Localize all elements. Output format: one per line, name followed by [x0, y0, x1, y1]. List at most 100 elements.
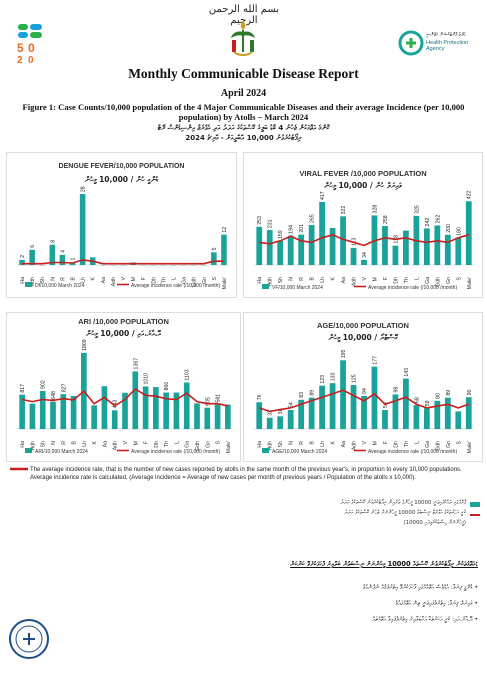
legend-bar-label: ARI/10,000 March 2024 — [35, 449, 88, 455]
campaign-logo: 5 0 2 0 — [17, 24, 42, 64]
data-label: 68 — [414, 397, 420, 403]
bar — [298, 399, 305, 429]
bar — [340, 360, 346, 429]
bar — [434, 225, 441, 265]
data-label: 201 — [299, 224, 305, 233]
tick-label: V — [362, 276, 368, 280]
bullet-item: ޑެންގީ ފިޔަވާ: އެއްވެސް އަތޮޅެއްގައި ފާހ… — [362, 584, 478, 591]
data-label: 125 — [352, 374, 358, 383]
bar — [70, 395, 77, 429]
tick-label: Th — [161, 277, 167, 283]
report-date: April 2024 — [220, 88, 267, 99]
bar — [29, 249, 35, 265]
data-label: 89 — [446, 390, 452, 396]
data-label: 34 — [362, 252, 368, 258]
tick-label: Sh — [278, 441, 284, 447]
bullet-text: ވައިރަލް ފިޔަވާ: އިތުރުވެފައިވަނީ ތިން އ… — [395, 600, 473, 607]
tick-label: R — [299, 277, 305, 281]
bar — [308, 397, 315, 429]
data-label: 417 — [320, 191, 326, 200]
bar — [361, 395, 367, 429]
bar — [277, 416, 284, 429]
tick-label: Aa — [102, 441, 108, 447]
data-label: 1809 — [82, 339, 88, 351]
tick-label: Ha — [20, 277, 26, 284]
bar — [256, 226, 263, 265]
bar — [382, 409, 388, 429]
data-label: 54 — [289, 402, 295, 408]
tick-label: B — [310, 276, 316, 280]
data-label: 443 — [113, 400, 119, 409]
data-label: 130 — [331, 372, 337, 381]
bar — [319, 385, 325, 429]
data-label: 54 — [383, 402, 389, 408]
tick-label: L — [171, 277, 177, 280]
data-label: 322 — [341, 206, 347, 215]
tick-label: K — [91, 276, 97, 280]
bar — [423, 228, 430, 265]
bar — [221, 234, 227, 265]
data-label: 80 — [435, 393, 441, 399]
bar — [122, 392, 128, 429]
series-line — [22, 259, 224, 265]
data-label: 328 — [372, 205, 378, 214]
legend-bar-label: VF/10,000 March 2024 — [272, 285, 323, 291]
tick-label: B — [71, 276, 77, 280]
line-legend-swatch — [10, 467, 28, 471]
tick-label: L — [414, 277, 420, 280]
bar — [79, 194, 86, 265]
data-label: 36 — [278, 408, 284, 414]
legend-bar-label: AGE/10,000 March 2024 — [272, 449, 327, 455]
tick-label: Dh — [151, 277, 157, 284]
tick-label: Ha — [257, 441, 263, 448]
tick-label: L — [174, 441, 180, 444]
bar — [211, 252, 217, 265]
chart-subtitle: އޭ.އާރު.އައި / 10,000 މީހުން — [85, 329, 162, 338]
bar — [350, 384, 357, 429]
dv-notes: ގްރާފުގައި ދައްކާފައިވަނީ 10000 މީހުންގެ… — [10, 500, 480, 527]
bar — [256, 402, 263, 429]
report-title: Monthly Communicable Disease Report — [128, 66, 359, 81]
agency-mark-icon — [398, 30, 424, 56]
data-label: 94 — [362, 388, 368, 394]
tick-label: Aa — [341, 277, 347, 283]
bar — [329, 383, 336, 429]
tick-label: B — [310, 440, 316, 444]
bar — [287, 409, 294, 429]
data-label: 1 — [71, 257, 77, 260]
series-line — [259, 233, 470, 247]
tick-label: Sh — [40, 277, 46, 283]
tick-label: Male' — [467, 441, 473, 453]
chart-panel-viral: VIRAL FEVER /10,000 POPULATION ވައިރަލް … — [243, 152, 483, 298]
tick-label: M — [133, 441, 139, 445]
tick-label: N — [289, 277, 295, 281]
tick-label: Gdh — [435, 441, 441, 451]
tick-label: K — [92, 440, 98, 444]
bullet-item: އޭ.އާރު.އައި: ކުރީ އަހަރުތަކާ އަޅާބަލާއި… — [372, 616, 478, 623]
bar — [361, 259, 367, 265]
tick-label: Adh — [113, 441, 119, 450]
chart-subtitle: ވައިރަލް ހުން / 10,000 މީހުން — [324, 181, 402, 190]
tick-label: R — [61, 441, 67, 445]
bar — [142, 386, 149, 429]
bar — [392, 245, 399, 265]
tick-label: Hdh — [268, 277, 274, 287]
section-heading-dv: އަތޮޅުތަކުން ރިޕޯޓުކުރެވުނު ކޭސްތައް 100… — [290, 560, 478, 568]
bar — [60, 394, 67, 429]
bar — [266, 417, 273, 429]
tick-label: Dh — [393, 441, 399, 448]
tick-label: V — [123, 440, 129, 444]
bar — [266, 230, 273, 265]
data-label: 262 — [435, 215, 441, 224]
tick-label: Lh — [82, 441, 88, 447]
data-label: 12 — [222, 227, 228, 233]
tick-label: S — [216, 440, 222, 444]
state-emblem — [231, 20, 255, 56]
tick-label: F — [141, 277, 147, 280]
data-label: 177 — [372, 356, 378, 365]
data-label: 180 — [456, 227, 462, 236]
bar — [455, 237, 462, 265]
tick-label: M — [372, 441, 378, 445]
tick-label: Adh — [352, 277, 358, 286]
figure-caption: Figure 1: Case Counts/10,000 population … — [22, 102, 465, 122]
